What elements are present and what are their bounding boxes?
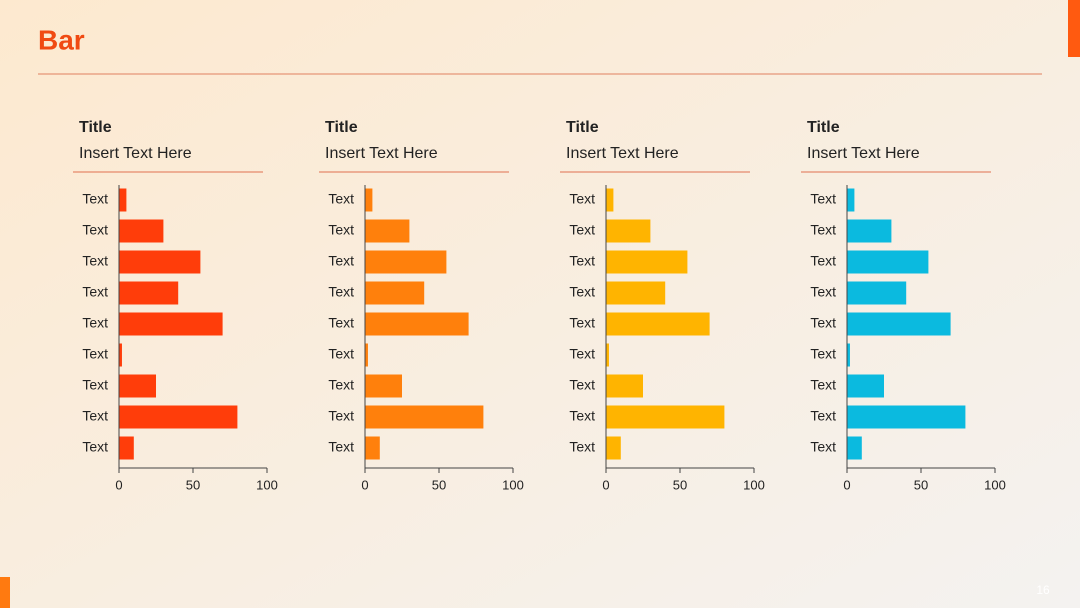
slide-title: Bar [38,24,85,55]
x-tick-label: 0 [602,477,609,492]
category-label: Text [82,408,108,424]
category-label: Text [82,222,108,238]
category-label: Text [82,346,108,362]
bar [119,374,156,398]
category-label: Text [82,439,108,455]
bar [365,374,402,398]
chart-subtitle: Insert Text Here [79,145,192,162]
bar [119,436,134,460]
category-label: Text [569,439,595,455]
category-label: Text [810,315,836,331]
bar [606,281,666,305]
bar [365,281,425,305]
category-label: Text [328,253,354,269]
x-tick-label: 0 [115,477,122,492]
category-label: Text [569,346,595,362]
accent-bar [1068,0,1080,57]
bar [606,312,710,336]
category-label: Text [328,191,354,207]
bar [365,312,469,336]
bar [847,436,862,460]
bar [847,219,892,243]
bar [119,219,164,243]
bar [847,405,966,429]
category-label: Text [810,284,836,300]
bar [606,250,688,274]
bar [119,343,122,367]
category-label: Text [328,315,354,331]
x-tick-label: 0 [361,477,368,492]
x-tick-label: 50 [186,477,200,492]
bar [847,281,907,305]
bar [119,188,127,212]
x-tick-label: 100 [984,477,1006,492]
bar [847,343,850,367]
category-label: Text [328,439,354,455]
x-tick-label: 50 [673,477,687,492]
bar [119,405,238,429]
bar [847,374,884,398]
category-label: Text [328,346,354,362]
x-tick-label: 100 [256,477,278,492]
category-label: Text [82,315,108,331]
category-label: Text [82,191,108,207]
category-label: Text [569,377,595,393]
bar [606,343,609,367]
x-tick-label: 100 [502,477,524,492]
chart-subtitle: Insert Text Here [566,145,679,162]
category-label: Text [328,284,354,300]
category-label: Text [810,439,836,455]
bar [119,281,179,305]
category-label: Text [810,377,836,393]
category-label: Text [810,222,836,238]
category-label: Text [810,253,836,269]
category-label: Text [810,346,836,362]
chart-subtitle: Insert Text Here [325,145,438,162]
category-label: Text [328,408,354,424]
accent-bar [0,577,10,608]
x-tick-label: 100 [743,477,765,492]
category-label: Text [82,253,108,269]
category-label: Text [810,191,836,207]
category-label: Text [82,284,108,300]
category-label: Text [569,253,595,269]
bar [365,405,484,429]
bar [119,250,201,274]
category-label: Text [328,222,354,238]
bar [847,312,951,336]
bar [606,219,651,243]
chart-title: Title [807,119,840,136]
bar [365,436,380,460]
category-label: Text [810,408,836,424]
category-label: Text [569,222,595,238]
bar [365,343,368,367]
bar [847,250,929,274]
category-label: Text [569,315,595,331]
bar [365,219,410,243]
chart-title: Title [566,119,599,136]
x-tick-label: 0 [843,477,850,492]
bar [365,250,447,274]
bar [606,436,621,460]
bar [365,188,373,212]
bar [119,312,223,336]
bar [606,188,614,212]
page-number: 16 [1036,583,1050,597]
x-tick-label: 50 [914,477,928,492]
chart-title: Title [325,119,358,136]
chart-subtitle: Insert Text Here [807,145,920,162]
category-label: Text [569,408,595,424]
x-tick-label: 50 [432,477,446,492]
category-label: Text [569,191,595,207]
bar [847,188,855,212]
category-label: Text [328,377,354,393]
chart-title: Title [79,119,112,136]
bar [606,405,725,429]
category-label: Text [569,284,595,300]
bar [606,374,643,398]
category-label: Text [82,377,108,393]
